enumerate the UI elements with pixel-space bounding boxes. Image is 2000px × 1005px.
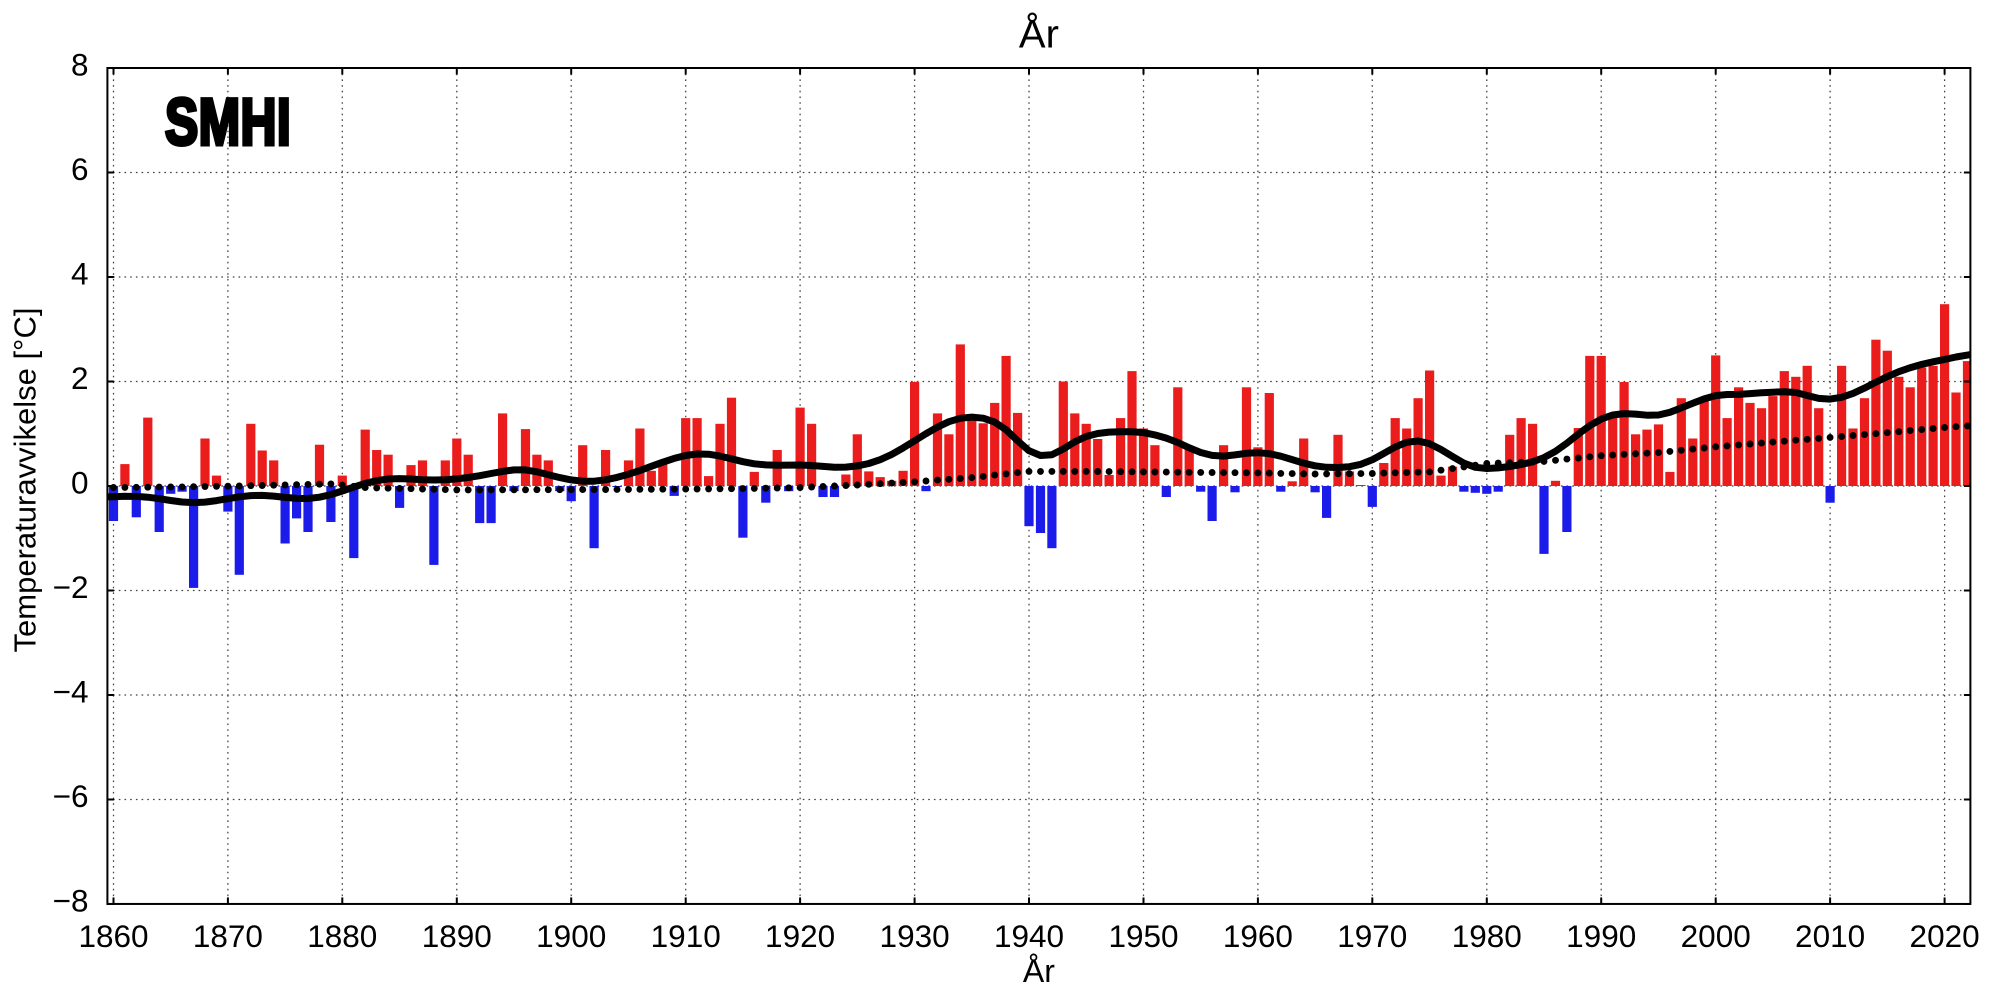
svg-text:1860: 1860 — [78, 918, 148, 954]
svg-text:1880: 1880 — [307, 918, 377, 954]
svg-text:8: 8 — [71, 47, 89, 83]
svg-text:1990: 1990 — [1566, 918, 1636, 954]
svg-text:1930: 1930 — [880, 918, 950, 954]
svg-text:6: 6 — [71, 151, 89, 187]
svg-text:1940: 1940 — [994, 918, 1064, 954]
svg-text:1900: 1900 — [536, 918, 606, 954]
svg-text:1920: 1920 — [765, 918, 835, 954]
svg-text:1950: 1950 — [1108, 918, 1178, 954]
svg-text:1890: 1890 — [422, 918, 492, 954]
svg-text:−6: −6 — [53, 778, 89, 814]
svg-text:2010: 2010 — [1795, 918, 1865, 954]
svg-text:År: År — [1023, 953, 1055, 989]
svg-text:Temperaturavvikelse [°C]: Temperaturavvikelse [°C] — [8, 308, 43, 653]
svg-text:0: 0 — [71, 465, 89, 501]
svg-text:SMHI: SMHI — [165, 86, 291, 159]
svg-text:2: 2 — [71, 360, 89, 396]
svg-text:1970: 1970 — [1337, 918, 1407, 954]
svg-text:−8: −8 — [53, 883, 89, 919]
svg-text:1960: 1960 — [1223, 918, 1293, 954]
svg-text:År: År — [1019, 12, 1059, 57]
svg-text:2000: 2000 — [1681, 918, 1751, 954]
svg-text:4: 4 — [71, 256, 89, 292]
svg-text:−2: −2 — [53, 569, 89, 605]
svg-text:1980: 1980 — [1452, 918, 1522, 954]
svg-text:1910: 1910 — [651, 918, 721, 954]
svg-text:−4: −4 — [53, 674, 89, 710]
svg-text:1870: 1870 — [193, 918, 263, 954]
svg-text:2020: 2020 — [1910, 918, 1980, 954]
